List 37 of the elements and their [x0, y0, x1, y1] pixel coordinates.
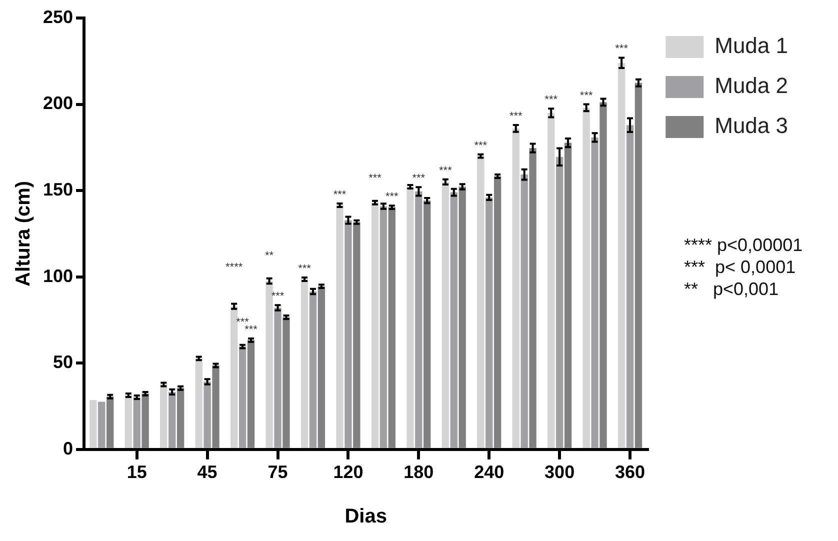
x-tick-label: 180: [404, 462, 434, 482]
data-label: ***: [368, 172, 382, 184]
x-axis-title: Dias: [344, 506, 387, 528]
text: *** p< 0,0001: [684, 256, 797, 278]
legend-label: Muda 1: [714, 33, 788, 58]
data-label: ***: [412, 172, 426, 185]
text: **** p<0,00001: [684, 234, 803, 256]
y-tick-label: 50: [53, 352, 74, 372]
data-label: ***: [385, 191, 400, 204]
y-tick-label: 100: [42, 266, 74, 286]
data-label: ***: [439, 164, 453, 177]
data-label: ***: [244, 324, 258, 336]
data-label: ***: [509, 110, 524, 123]
data-label: ***: [580, 90, 594, 102]
y-tick-label: 0: [63, 438, 74, 458]
y-axis-title: Altura (cm): [12, 180, 35, 286]
legend-label: Muda 2: [714, 73, 788, 98]
data-label: ***: [298, 263, 312, 276]
data-label: ***: [271, 290, 285, 303]
legend-label: Muda 3: [714, 113, 788, 138]
y-tick-label: 250: [42, 6, 74, 27]
data-label: ***: [615, 43, 629, 56]
x-tick-label: 300: [544, 462, 575, 482]
y-tick-label: 150: [42, 180, 74, 200]
data-label: ***: [333, 189, 347, 202]
x-tick-label: 75: [268, 462, 288, 482]
data-label: **: [265, 250, 274, 262]
data-label: ***: [474, 140, 488, 152]
x-tick-label: 15: [126, 462, 147, 482]
y-tick-label: 200: [42, 93, 74, 114]
x-tick-label: 45: [197, 462, 218, 482]
data-label: ***: [544, 94, 558, 106]
x-tick-label: 120: [333, 462, 364, 482]
text: ** p<0,001: [684, 278, 780, 300]
data-label: ****: [226, 261, 244, 274]
x-tick-label: 240: [474, 462, 504, 482]
x-tick-label: 360: [614, 462, 646, 482]
